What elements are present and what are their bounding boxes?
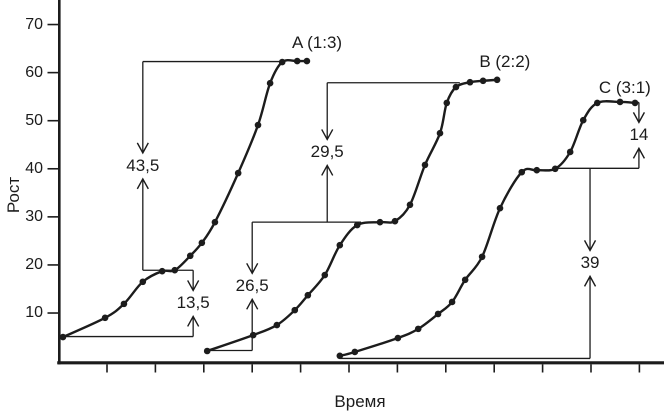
data-point-A	[266, 79, 274, 87]
data-point-B	[376, 218, 384, 226]
data-point-A	[211, 218, 219, 226]
data-point-A	[139, 278, 147, 286]
annotation-arrow-up	[246, 297, 259, 310]
annotation-value-b-upper: 29,5	[310, 142, 344, 162]
data-point-C	[631, 99, 639, 107]
x-axis-title: Время	[334, 392, 386, 411]
data-point-B	[336, 241, 344, 249]
data-point-C	[518, 168, 526, 176]
annotation-value-a-upper: 43,5	[126, 155, 160, 175]
data-point-C	[593, 99, 601, 107]
y-tick-label-20: 20	[25, 256, 43, 273]
annotation-arrow-down	[321, 129, 334, 141]
data-point-B	[443, 99, 451, 107]
data-point-C	[351, 348, 359, 356]
annotation-arrow-up	[321, 163, 334, 176]
y-tick-label-70: 70	[25, 16, 43, 33]
data-point-A	[120, 300, 128, 308]
annotation-arrow-up	[187, 314, 200, 327]
data-point-B	[436, 129, 444, 137]
data-point-B	[273, 321, 281, 329]
annotation-value-b-lower: 26,5	[235, 276, 269, 296]
data-point-A	[198, 239, 206, 247]
data-point-C	[461, 276, 469, 284]
data-point-A	[254, 121, 262, 129]
annotation-arrow-down	[632, 112, 646, 124]
annotation-value-a-lower: 13,5	[176, 293, 210, 313]
annotation-arrow-down	[583, 240, 597, 252]
data-point-B	[321, 271, 329, 279]
series-label-b: B (2:2)	[479, 52, 531, 72]
data-point-A	[171, 266, 179, 274]
data-point-B	[406, 201, 414, 209]
data-point-A	[278, 58, 286, 66]
annotation-arrow-down	[136, 142, 149, 155]
data-point-B	[353, 221, 361, 229]
data-point-A	[303, 57, 311, 65]
y-tick-label-40: 40	[25, 160, 43, 177]
data-point-A	[101, 314, 109, 322]
data-point-C	[394, 334, 402, 342]
data-point-B	[452, 83, 460, 91]
data-point-A	[186, 252, 194, 260]
data-point-C	[478, 253, 486, 261]
data-point-C	[336, 352, 344, 360]
data-point-C	[448, 298, 456, 306]
annotation-arrow-up	[583, 274, 597, 287]
annotation-arrow-up	[632, 146, 646, 159]
data-point-B	[479, 77, 487, 85]
data-point-A	[293, 57, 301, 65]
data-point-A	[234, 169, 242, 177]
data-point-C	[533, 166, 541, 174]
y-tick-label-60: 60	[25, 64, 43, 81]
data-point-B	[391, 217, 399, 225]
data-point-B	[466, 78, 474, 86]
data-point-A	[59, 333, 67, 341]
data-point-C	[566, 148, 574, 156]
annotation-arrow-down	[246, 262, 259, 275]
data-point-B	[203, 347, 211, 355]
y-tick-label-30: 30	[25, 208, 43, 225]
annotation-arrow-down	[187, 280, 200, 292]
data-point-C	[551, 165, 559, 173]
series-label-c: C (3:1)	[598, 78, 651, 97]
annotation-value-c-upper: 14	[629, 125, 649, 145]
annotation-arrow-up	[136, 177, 149, 190]
data-point-B	[304, 291, 312, 299]
curve-B	[205, 78, 499, 353]
data-point-C	[579, 116, 587, 124]
data-point-B	[249, 331, 257, 339]
data-point-B	[291, 306, 299, 314]
data-point-C	[434, 310, 442, 318]
data-point-C	[616, 98, 624, 106]
data-point-A	[158, 267, 166, 275]
data-point-C	[496, 204, 504, 212]
data-point-C	[414, 325, 422, 333]
data-point-B	[493, 76, 501, 84]
y-tick-label-50: 50	[25, 112, 43, 129]
data-point-B	[421, 161, 429, 169]
annotation-value-c-lower: 39	[580, 253, 600, 273]
y-tick-label-10: 10	[25, 304, 43, 321]
curve-C	[338, 100, 637, 358]
y-axis-title: Рост	[4, 176, 23, 214]
series-label-a: A (1:3)	[292, 32, 343, 52]
